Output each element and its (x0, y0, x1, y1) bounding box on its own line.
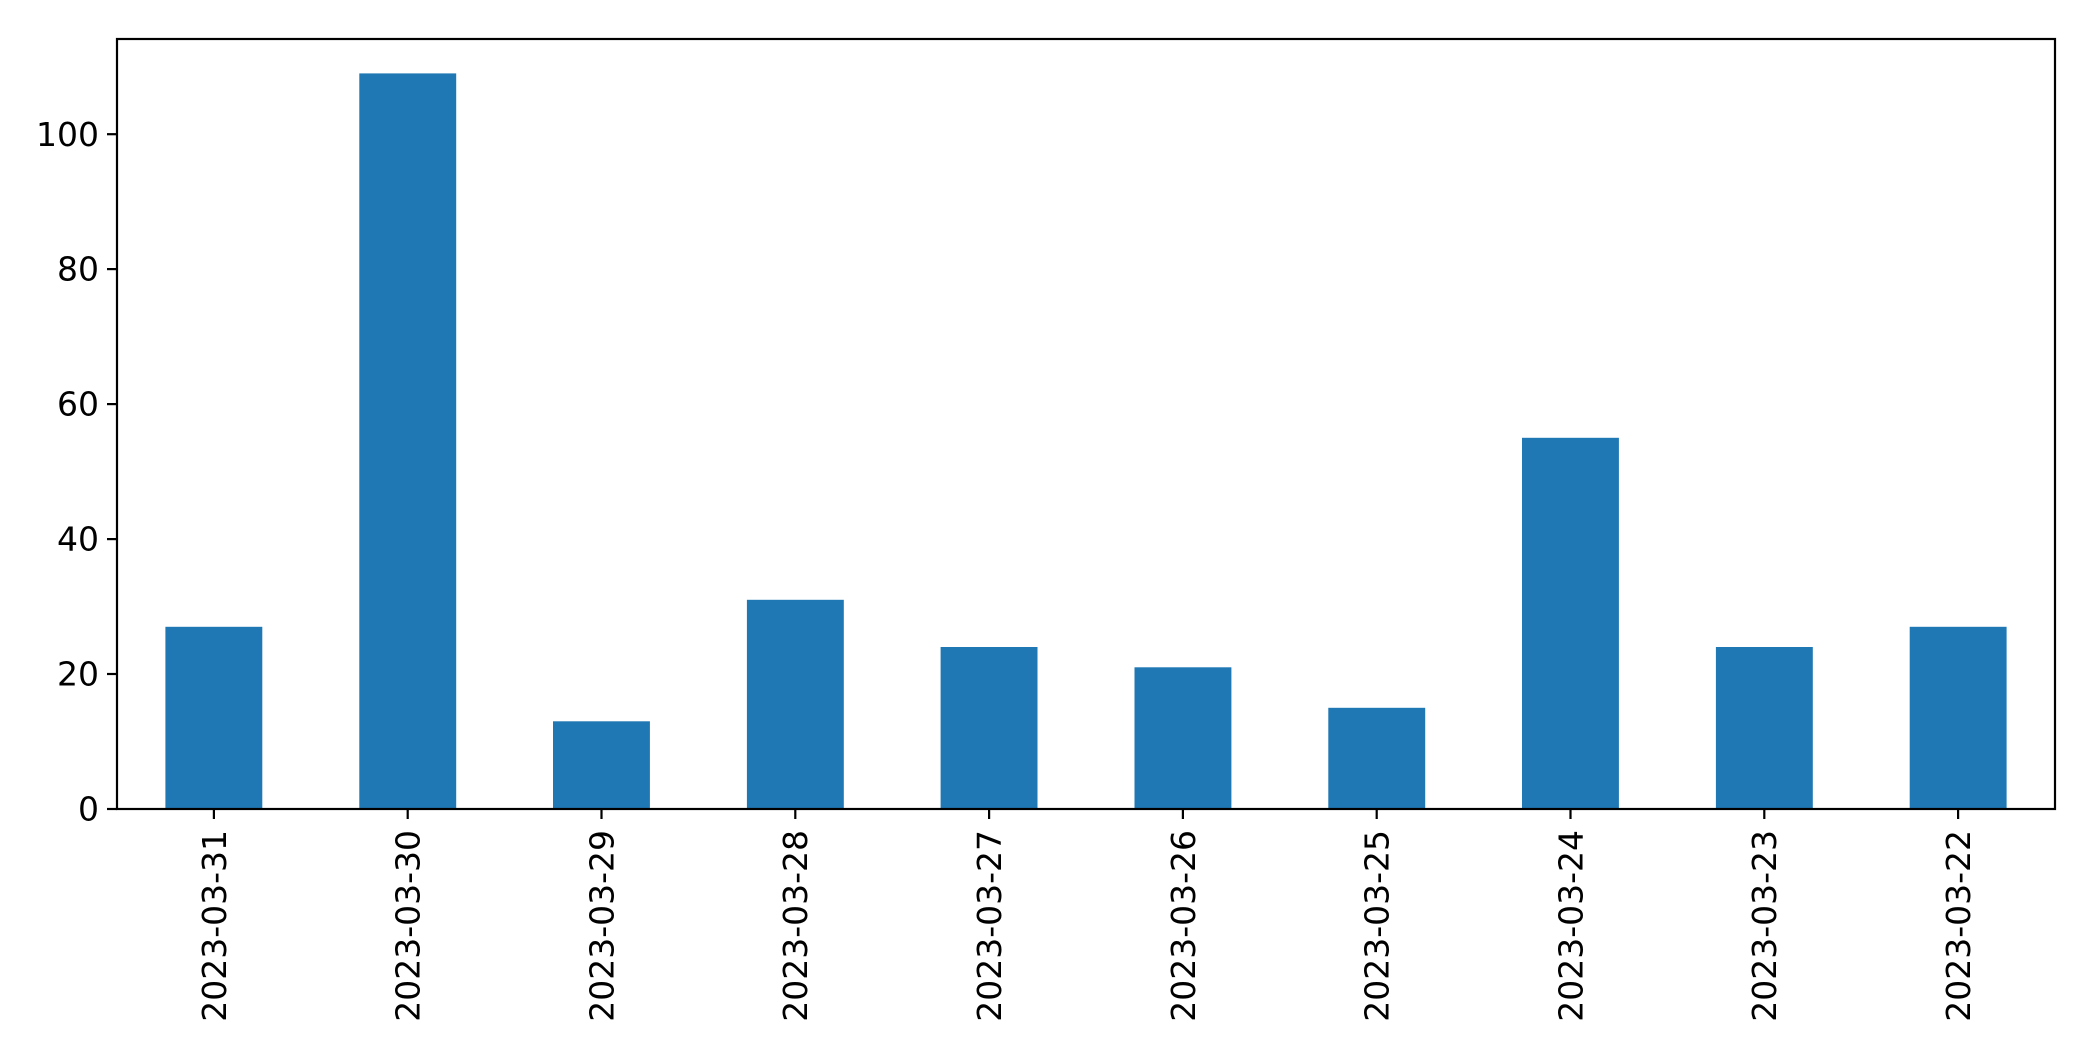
x-tick-label: 2023-03-28 (776, 830, 815, 1022)
y-tick-label: 60 (57, 385, 99, 424)
y-tick-label: 0 (78, 790, 99, 829)
x-tick-label: 2023-03-31 (195, 830, 234, 1022)
bar-2023-03-31 (165, 626, 263, 809)
y-tick-label: 20 (57, 655, 99, 694)
x-tick-label: 2023-03-25 (1358, 830, 1397, 1022)
bar-2023-03-23 (1715, 647, 1813, 809)
y-tick-label: 80 (57, 250, 99, 289)
bar-2023-03-30 (359, 73, 457, 809)
x-tick-label: 2023-03-23 (1745, 830, 1784, 1022)
bar-2023-03-25 (1328, 707, 1426, 809)
x-tick-label: 2023-03-22 (1939, 830, 1978, 1022)
bar-2023-03-29 (553, 721, 650, 809)
bar-2023-03-22 (1909, 626, 2007, 809)
axes-spines (115, 37, 2057, 811)
y-tick-label: 100 (36, 115, 99, 154)
bar-2023-03-28 (746, 599, 844, 809)
x-tick-label: 2023-03-30 (389, 830, 428, 1022)
x-tick-label: 2023-03-29 (582, 830, 621, 1022)
bar-2023-03-26 (1134, 667, 1232, 809)
x-tick-label: 2023-03-26 (1164, 830, 1203, 1022)
bar-2023-03-24 (1522, 437, 1619, 809)
bar-2023-03-27 (940, 647, 1038, 809)
x-tick-label: 2023-03-24 (1551, 830, 1590, 1022)
x-tick-label: 2023-03-27 (970, 830, 1009, 1022)
y-tick-label: 40 (57, 520, 99, 559)
